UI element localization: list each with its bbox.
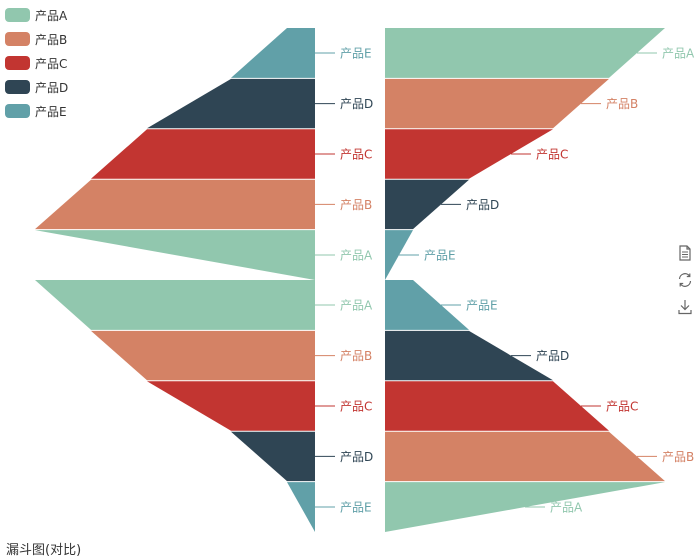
funnel-segment[interactable]	[91, 129, 315, 179]
legend-label: 产品C	[35, 56, 68, 71]
funnel-label: 产品A	[550, 501, 583, 515]
legend-item[interactable]: 产品E	[5, 99, 68, 123]
funnel-label: 产品A	[662, 46, 695, 60]
funnel-label: 产品B	[340, 349, 372, 363]
funnel-segment[interactable]	[385, 330, 553, 381]
funnel-segment[interactable]	[385, 381, 609, 431]
legend-item[interactable]: 产品D	[5, 75, 68, 99]
funnel-segment[interactable]	[35, 280, 315, 330]
legend-swatch	[5, 104, 30, 118]
funnel-segment[interactable]	[385, 179, 469, 230]
toolbox	[676, 244, 694, 325]
funnel-segment[interactable]	[91, 330, 315, 381]
funnel-segment[interactable]	[35, 230, 315, 280]
funnel-label: 产品E	[340, 501, 372, 515]
legend-item[interactable]: 产品B	[5, 27, 68, 51]
funnel-label: 产品C	[340, 400, 372, 414]
funnel-label: 产品E	[424, 249, 456, 263]
funnel-label: 产品A	[340, 249, 373, 263]
funnel-label: 产品C	[536, 148, 568, 162]
funnel-segment[interactable]	[231, 28, 315, 78]
funnel-segment[interactable]	[385, 431, 665, 482]
funnel-segment[interactable]	[385, 129, 553, 179]
legend-label: 产品A	[35, 8, 68, 23]
legend-label: 产品B	[35, 32, 68, 47]
funnel-label: 产品B	[340, 198, 372, 212]
chart-title: 漏斗图(对比)	[6, 543, 82, 558]
funnel-segment[interactable]	[385, 78, 609, 129]
funnel-label: 产品D	[466, 198, 499, 212]
legend-swatch	[5, 56, 30, 70]
funnel-label: 产品E	[340, 46, 372, 60]
legend-item[interactable]: 产品C	[5, 51, 68, 75]
funnel-segment[interactable]	[287, 482, 315, 532]
legend-swatch	[5, 32, 30, 46]
funnel-label: 产品C	[606, 400, 638, 414]
funnel-label: 产品B	[662, 450, 694, 464]
funnel-label: 产品E	[466, 298, 498, 312]
funnel-segment[interactable]	[385, 280, 469, 330]
funnel-label: 产品A	[340, 298, 373, 312]
funnel-segment[interactable]	[147, 78, 315, 129]
funnel-label: 产品B	[606, 97, 638, 111]
funnel-segment[interactable]	[147, 381, 315, 431]
funnel-label: 产品D	[340, 450, 373, 464]
legend-label: 产品E	[35, 104, 67, 119]
legend-swatch	[5, 8, 30, 22]
funnel-segment[interactable]	[35, 179, 315, 230]
legend-label: 产品D	[35, 80, 69, 95]
save-image-icon[interactable]	[676, 298, 694, 316]
funnel-segment[interactable]	[385, 28, 665, 78]
funnel-segment[interactable]	[231, 431, 315, 482]
restore-icon[interactable]	[676, 271, 694, 289]
data-view-icon[interactable]	[676, 244, 694, 262]
legend: 产品A 产品B 产品C 产品D 产品E	[5, 3, 68, 123]
funnel-label: 产品D	[340, 97, 373, 111]
funnel-label: 产品D	[536, 349, 569, 363]
legend-swatch	[5, 80, 30, 94]
legend-item[interactable]: 产品A	[5, 3, 68, 27]
funnel-label: 产品C	[340, 148, 372, 162]
